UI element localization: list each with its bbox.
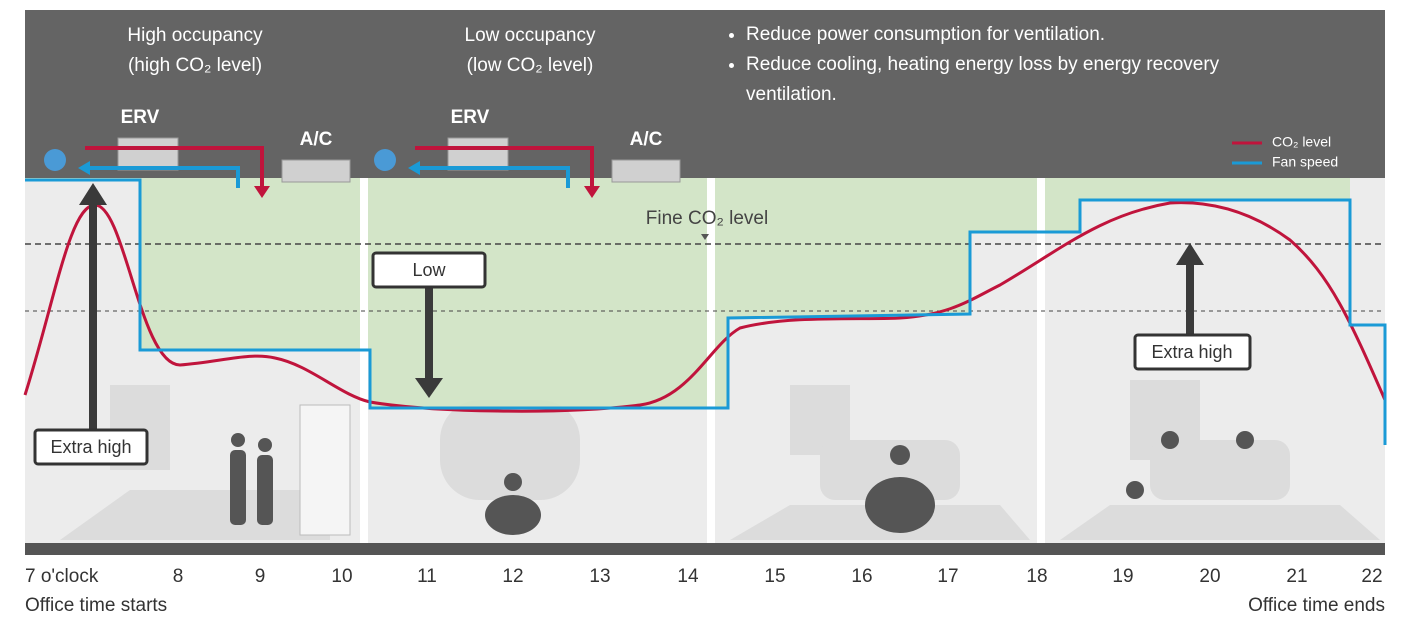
timeline: 7 o'clock 8 9 10 11 12 13 14 15 16 17 18 19 20 21 22 <box>25 566 1383 587</box>
fan-icon <box>44 149 66 171</box>
timeline-start: Office time starts <box>25 595 167 616</box>
ac-box <box>282 160 350 182</box>
erv-box <box>118 138 178 170</box>
timeline-end: Office time ends <box>1248 595 1385 616</box>
hour-label: 13 <box>589 566 610 587</box>
hour-label: 12 <box>502 566 523 587</box>
header-subtitle: (low CO₂ level) <box>467 55 594 76</box>
bullet: Reduce power consumption for ventilation… <box>746 20 1286 50</box>
erv-box <box>448 138 508 170</box>
hour-label: 11 <box>417 566 437 587</box>
header-title: High occupancy <box>127 25 263 46</box>
hour-label: 9 <box>255 566 266 587</box>
ac-label: A/C <box>300 129 333 150</box>
hour-label: 22 <box>1361 566 1382 587</box>
bullet-list: Reduce power consumption for ventilation… <box>728 20 1286 110</box>
page: Fine CO₂ level Extra high Low Extra high… <box>0 0 1414 618</box>
ac-label: A/C <box>630 129 663 150</box>
hour-label: 16 <box>851 566 872 587</box>
bullet: Reduce cooling, heating energy loss by e… <box>746 50 1286 110</box>
legend-label: CO₂ level <box>1272 134 1331 150</box>
hour-label: 10 <box>331 566 352 587</box>
hour-label: 15 <box>764 566 785 587</box>
hour-label: 18 <box>1026 566 1047 587</box>
hour-label: 7 o'clock <box>25 566 99 587</box>
erv-label: ERV <box>121 107 160 128</box>
callout-label: Low <box>412 260 446 280</box>
hour-label: 19 <box>1112 566 1133 587</box>
fan-icon <box>374 149 396 171</box>
legend-label: Fan speed <box>1272 154 1338 170</box>
hour-label: 20 <box>1199 566 1220 587</box>
header-title: Low occupancy <box>465 25 596 46</box>
hour-label: 14 <box>677 566 699 587</box>
callout-label: Extra high <box>1151 342 1232 362</box>
fine-level-label: Fine CO₂ level <box>646 208 768 229</box>
ac-box <box>612 160 680 182</box>
hour-label: 21 <box>1286 566 1307 587</box>
hour-label: 8 <box>173 566 184 587</box>
callout-label: Extra high <box>50 437 131 457</box>
erv-label: ERV <box>451 107 490 128</box>
timeline-bar <box>25 543 1385 555</box>
hour-label: 17 <box>937 566 958 587</box>
header-subtitle: (high CO₂ level) <box>128 55 262 76</box>
